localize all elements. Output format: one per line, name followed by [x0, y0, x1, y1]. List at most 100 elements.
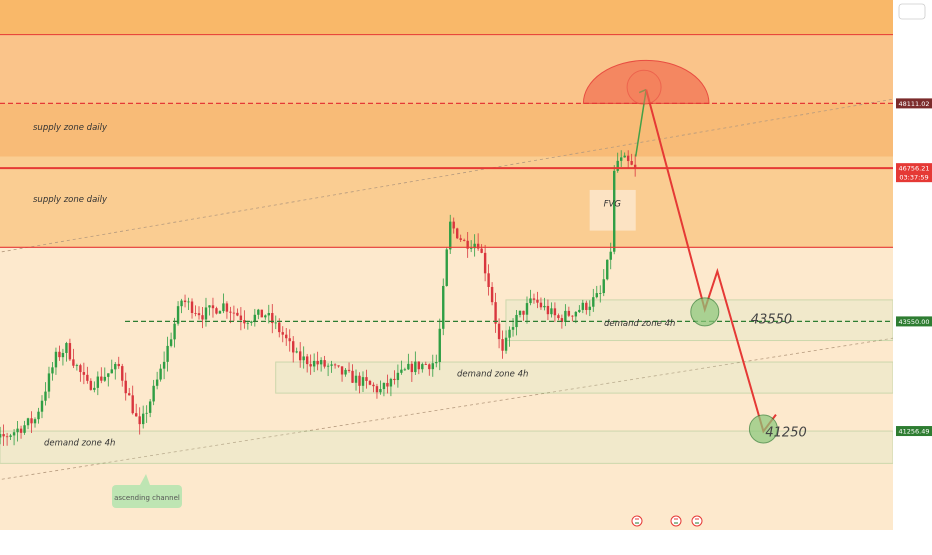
- candle-body-28: [96, 376, 100, 388]
- candle-body-94: [326, 365, 330, 367]
- candle-body-165: [574, 311, 578, 317]
- target-circle-1: [690, 297, 720, 327]
- target-circle-0: [626, 69, 662, 105]
- price-badge-text-1: 46756.21: [898, 165, 929, 173]
- candle-body-134: [466, 240, 469, 249]
- candle-body-159: [553, 308, 557, 316]
- candle-body-61: [211, 305, 215, 309]
- candle-body-41: [141, 413, 145, 425]
- flag-icon-1[interactable]: [670, 515, 682, 527]
- candle-body-136: [473, 243, 476, 249]
- candle-body-141: [490, 286, 494, 303]
- candle-body-169: [588, 306, 591, 311]
- candle-body-16: [54, 351, 58, 368]
- candle-body-43: [148, 401, 152, 413]
- candle-body-79: [274, 322, 277, 324]
- upper-zone: [0, 34, 893, 104]
- candle-body-87: [302, 356, 305, 361]
- demand-box-1: [275, 361, 894, 394]
- candle-body-36: [124, 380, 127, 394]
- candle-body-93: [323, 360, 326, 367]
- price-badge-0: [896, 98, 932, 109]
- candle-body-31: [107, 373, 110, 377]
- candle-body-151: [525, 303, 529, 315]
- candle-body-54: [187, 301, 190, 303]
- candle-body-142: [494, 302, 497, 324]
- candle-body-124: [431, 363, 434, 370]
- top-zone: [0, 0, 893, 35]
- candle-body-68: [236, 312, 239, 316]
- candle-body-171: [595, 293, 598, 298]
- candle-body-34: [117, 363, 120, 367]
- lightning-icon[interactable]: [631, 515, 643, 527]
- candle-body-44: [152, 385, 155, 402]
- candle-body-100: [347, 369, 351, 371]
- candle-body-120: [417, 361, 421, 370]
- candle-body-109: [379, 389, 382, 393]
- candle-body-38: [131, 395, 134, 414]
- candle-body-50: [173, 323, 176, 340]
- candle-body-173: [602, 279, 605, 294]
- candle-body-168: [585, 302, 588, 311]
- candle-body-121: [421, 364, 424, 370]
- supply-zone-1: [0, 156, 893, 248]
- candle-body-148: [515, 314, 518, 328]
- candle-body-105: [365, 377, 368, 381]
- supply-zone-label-0: supply zone daily: [33, 123, 108, 133]
- candle-body-101: [351, 370, 354, 383]
- demand-label-0: demand zone 4h: [44, 439, 115, 449]
- candle-body-107: [372, 384, 375, 387]
- candle-body-135: [469, 248, 473, 250]
- candle-body-65: [225, 303, 229, 312]
- candle-body-17: [58, 351, 61, 358]
- candle-body-106: [368, 380, 372, 385]
- candle-body-145: [504, 337, 508, 351]
- candle-body-80: [278, 322, 281, 333]
- candle-body-13: [44, 391, 47, 401]
- candle-body-91: [316, 360, 319, 365]
- candle-body-63: [218, 311, 222, 314]
- candle-body-128: [445, 249, 448, 286]
- candle-body-73: [253, 314, 257, 322]
- candle-body-27: [93, 387, 96, 390]
- demand-box-0: [0, 430, 894, 464]
- target-circle-2: [748, 414, 778, 444]
- candle-body-125: [435, 362, 438, 364]
- candle-body-162: [564, 310, 567, 322]
- candle-body-46: [159, 368, 162, 380]
- supply-zone-label-1: supply zone daily: [33, 195, 108, 205]
- candle-body-67: [232, 312, 236, 314]
- candle-body-103: [358, 375, 361, 386]
- candle-body-153: [532, 298, 536, 300]
- candle-body-97: [337, 365, 340, 367]
- candle-body-110: [382, 382, 386, 390]
- projection-up-line: [634, 89, 647, 157]
- candle-body-18: [61, 352, 65, 358]
- candle-body-119: [414, 361, 417, 373]
- candle-body-139: [483, 252, 487, 274]
- candle-body-166: [578, 309, 581, 312]
- candle-body-39: [134, 413, 138, 417]
- flag-icon-2[interactable]: [691, 515, 703, 527]
- candle-body-160: [557, 315, 560, 319]
- fvg-label: FVG: [604, 200, 622, 210]
- candle-body-33: [114, 363, 117, 370]
- candle-body-45: [155, 379, 159, 386]
- price-badge-3: [896, 426, 932, 437]
- candle-body-155: [539, 302, 543, 308]
- candle-body-118: [410, 363, 414, 373]
- channel-callout-text: ascending channel: [114, 494, 180, 502]
- candle-body-56: [194, 312, 197, 314]
- candle-body-175: [609, 251, 612, 260]
- candle-body-161: [560, 318, 564, 322]
- candle-body-114: [396, 372, 400, 381]
- candle-body-99: [344, 369, 347, 375]
- candle-body-1: [2, 434, 5, 437]
- candle-body-157: [546, 305, 550, 315]
- currency-button[interactable]: [898, 3, 926, 20]
- candle-body-53: [183, 300, 187, 303]
- candle-body-69: [239, 315, 243, 321]
- candle-body-35: [121, 366, 124, 381]
- candle-body-75: [260, 309, 264, 318]
